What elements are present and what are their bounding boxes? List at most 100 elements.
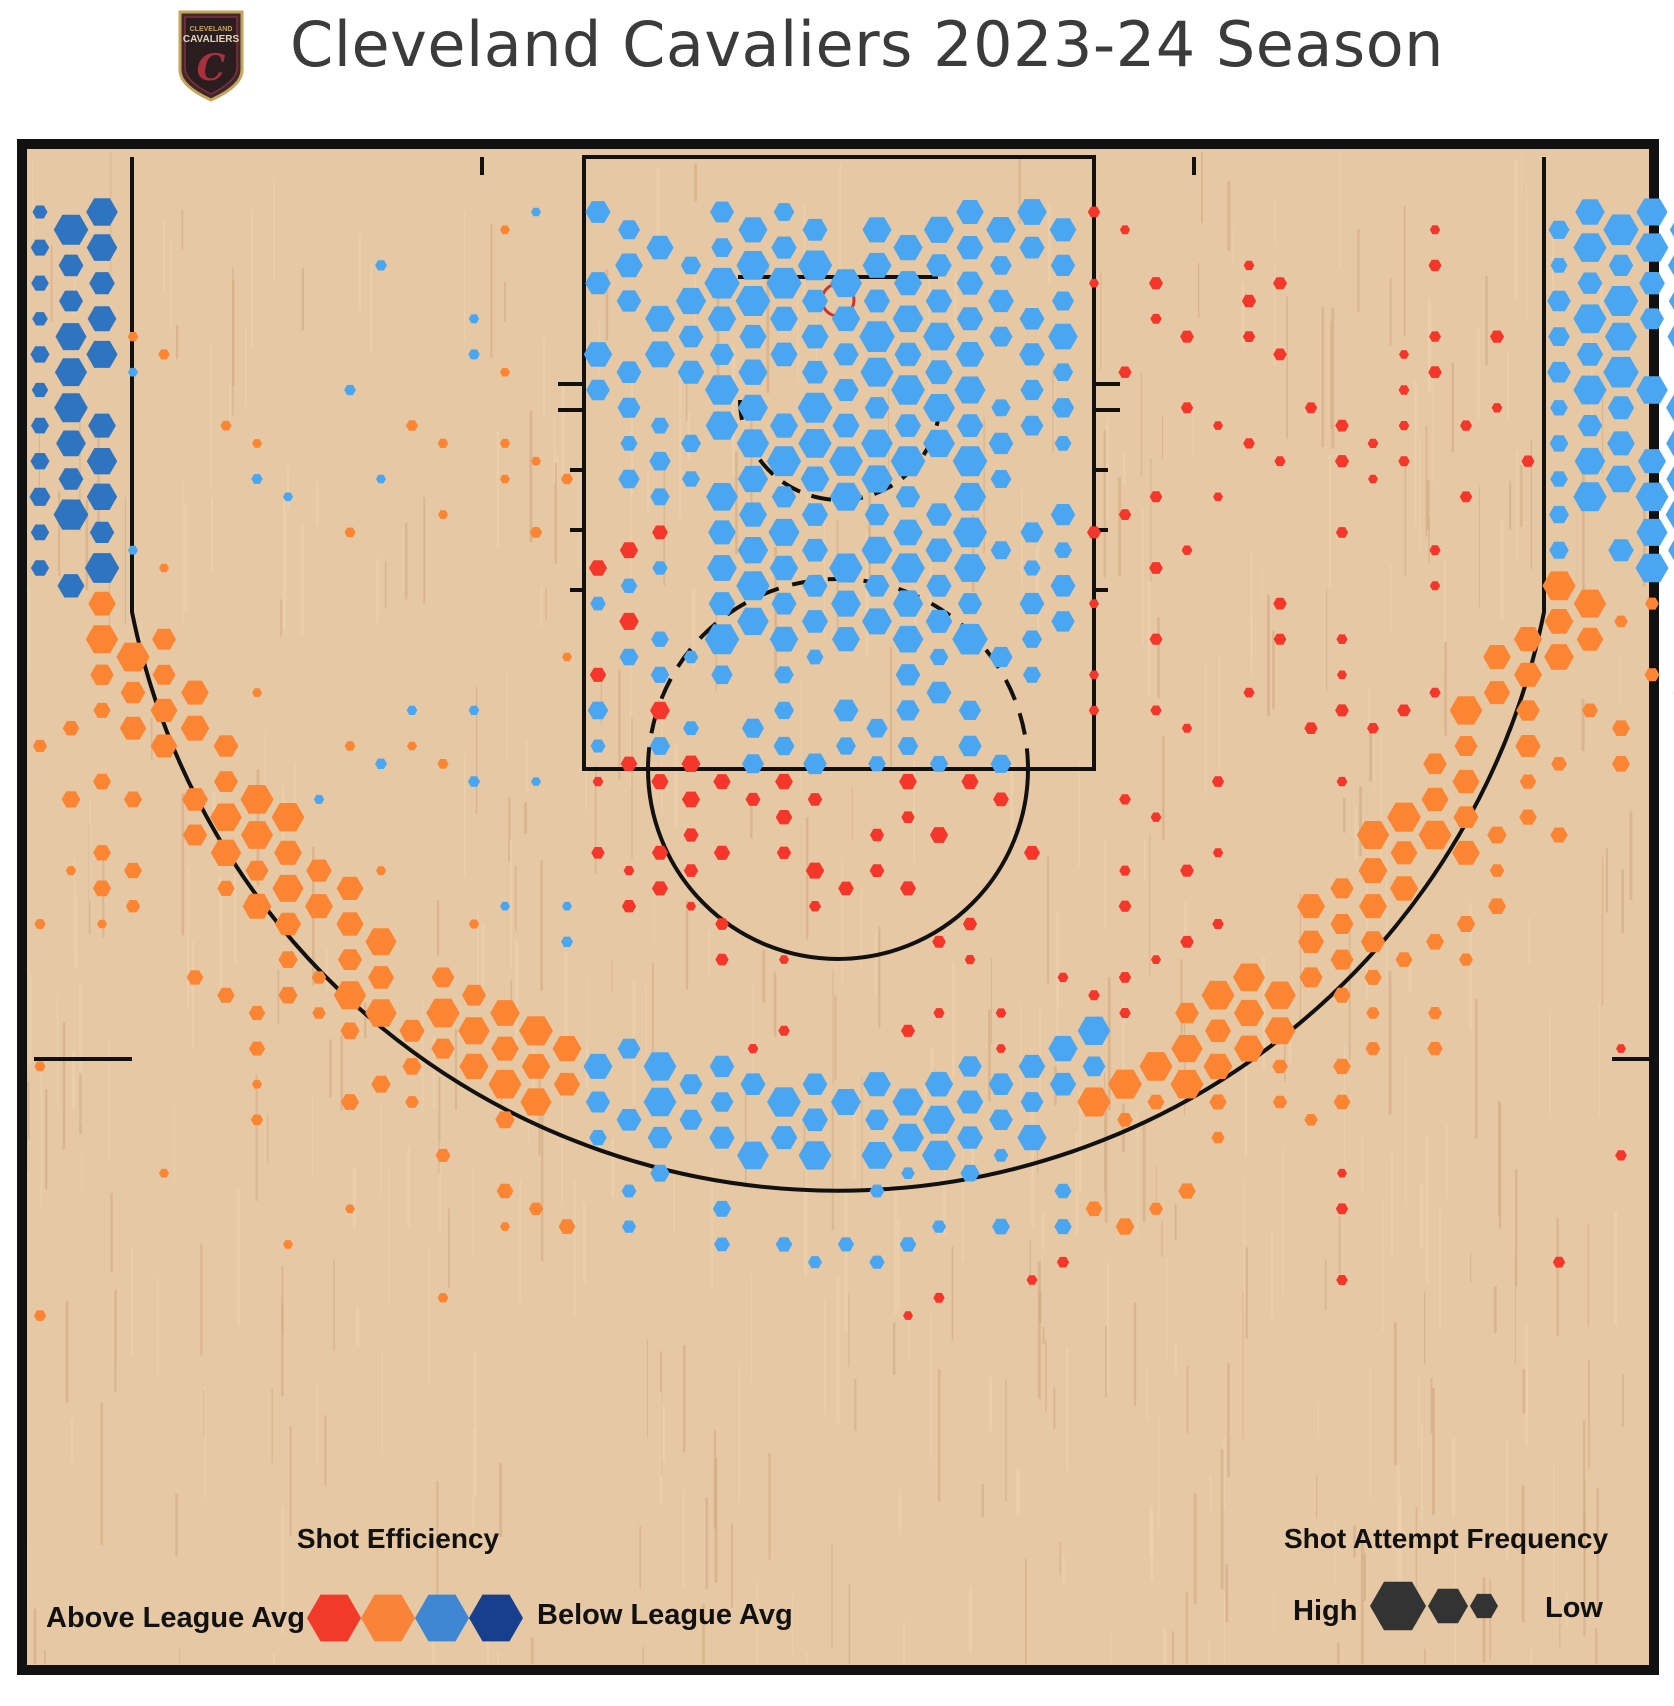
shot-hex [217, 880, 235, 896]
shot-hex [678, 325, 704, 348]
shot-hex [1020, 415, 1044, 436]
shot-hex [767, 1087, 801, 1117]
low-label: Low [1545, 1592, 1603, 1624]
shot-hex [65, 866, 77, 876]
shot-hex [890, 446, 926, 477]
shot-hex [1273, 348, 1287, 361]
shot-hex [675, 287, 707, 315]
shot-hex [589, 1130, 607, 1146]
shot-hex [1429, 687, 1441, 698]
shot-hex [1515, 735, 1541, 757]
shot-hex [462, 984, 486, 1006]
shot-hex [1020, 379, 1044, 401]
shot-hex [989, 1109, 1013, 1130]
shot-hex [312, 1007, 326, 1019]
shot-hex [88, 591, 116, 616]
shot-hex [1359, 894, 1387, 919]
shot-hex [894, 271, 922, 296]
shot-hex [1636, 198, 1668, 226]
shot-hex [740, 1073, 766, 1095]
shot-hex [620, 578, 638, 593]
shot-hex [1213, 492, 1223, 502]
shot-hex [562, 901, 572, 911]
shot-hex [862, 252, 892, 278]
shot-hex [31, 382, 49, 398]
shot-hex [30, 560, 50, 576]
shot-hex [159, 1168, 169, 1178]
shot-hex [1544, 609, 1574, 634]
shot-hex [1491, 403, 1503, 413]
shot-hex [1213, 421, 1223, 430]
shot-hex [54, 393, 88, 423]
shot-hex [1616, 1044, 1626, 1053]
shot-hex [621, 1184, 637, 1198]
shot-hex [1149, 277, 1163, 290]
shot-hex [615, 253, 643, 278]
shot-hex [57, 574, 85, 598]
shot-hex [1550, 827, 1568, 843]
shot-hex [1668, 539, 1674, 561]
shot-hex [962, 917, 978, 931]
shot-hex [1608, 539, 1634, 562]
shot-hex [1488, 898, 1506, 914]
shot-hex [1211, 1131, 1225, 1144]
shot-hex [1017, 1124, 1047, 1151]
shot-hex [1483, 681, 1511, 705]
shot-hex [929, 755, 949, 772]
shot-hex [271, 803, 305, 832]
shot-hex [620, 436, 638, 451]
shot-hex [499, 438, 511, 448]
shot-hex [1233, 963, 1265, 992]
shot-hex [1019, 308, 1045, 330]
shot-hex [368, 966, 394, 989]
shot-hex [252, 439, 262, 448]
shot-hex [31, 417, 49, 434]
shot-hex [623, 865, 635, 876]
shot-hex [1612, 720, 1630, 736]
shot-hex [894, 342, 922, 367]
frequency-scale-hex [1370, 1581, 1426, 1631]
shot-hex [859, 321, 895, 352]
shot-hex [181, 680, 209, 705]
shot-hex [738, 217, 768, 243]
shot-hex [993, 1149, 1009, 1162]
shot-hex [869, 1255, 885, 1269]
chart-title: Cleveland Cavaliers 2023-24 Season [290, 8, 1444, 81]
svg-text:C: C [197, 47, 226, 89]
shot-hex [1180, 402, 1194, 414]
shot-hex [1117, 1113, 1133, 1127]
shot-hex [862, 217, 892, 243]
shot-hex [681, 755, 701, 772]
shot-hex [860, 357, 894, 387]
shot-hex [1272, 1095, 1288, 1109]
shot-hex [1052, 363, 1074, 381]
shot-hex [895, 664, 921, 686]
shot-hex [500, 225, 510, 235]
shot-hex [116, 642, 150, 672]
shot-hex [1367, 438, 1379, 448]
shot-hex [1048, 323, 1078, 350]
shot-hex [865, 1109, 889, 1130]
shot-hex [713, 845, 731, 860]
shot-hex [996, 1044, 1006, 1053]
shot-hex [1051, 611, 1075, 632]
shot-hex [709, 1126, 735, 1149]
shot-hex [931, 1220, 947, 1233]
shot-hex [869, 828, 885, 842]
shot-hex [923, 429, 955, 458]
shot-hex [186, 970, 204, 985]
shot-hex [925, 289, 953, 313]
shot-hex [892, 590, 924, 617]
shot-hex [340, 1094, 360, 1110]
shot-hex [712, 1200, 732, 1217]
shot-hex [802, 360, 828, 384]
shot-hex [406, 705, 418, 715]
shot-hex [1333, 987, 1351, 1003]
shot-hex [896, 700, 920, 721]
shot-hex [1489, 330, 1505, 343]
shot-hex [1550, 471, 1568, 487]
shot-hex [128, 367, 138, 377]
shot-hex [737, 607, 769, 636]
shot-hex [1021, 630, 1043, 648]
shot-hex [92, 880, 112, 897]
